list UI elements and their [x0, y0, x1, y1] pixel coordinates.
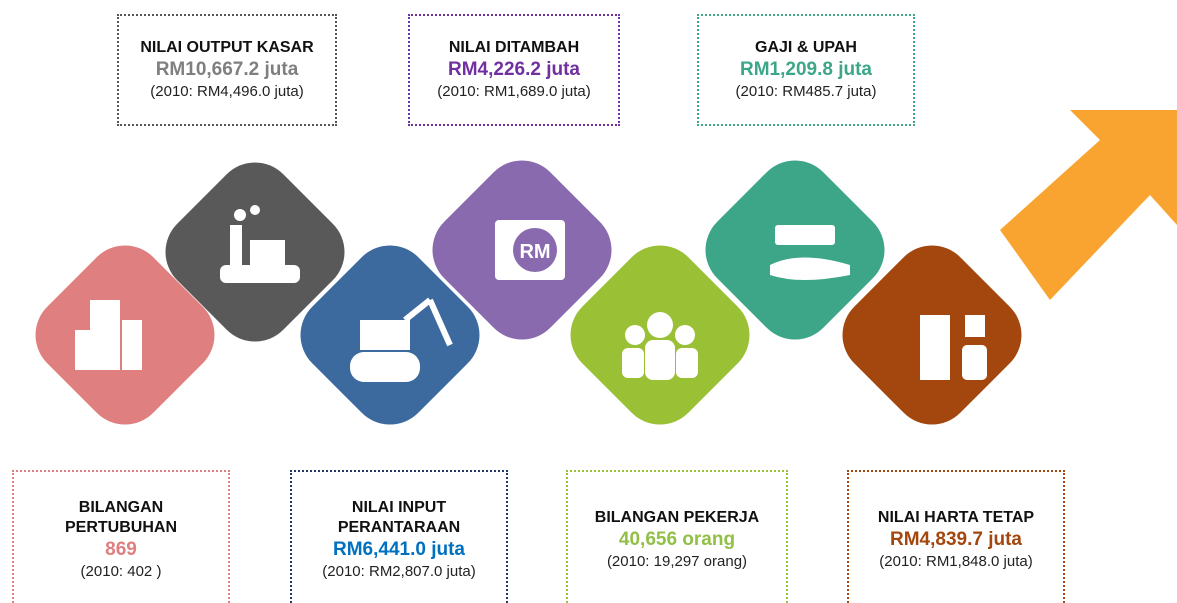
box-title: BILANGAN PERTUBUHAN	[65, 499, 177, 536]
box-value: RM4,226.2 juta	[448, 59, 580, 80]
box-comparison: (2010: RM2,807.0 juta)	[322, 563, 476, 580]
box-value: RM4,839.7 juta	[890, 529, 1022, 550]
bottom-box: NILAI HARTA TETAP RM4,839.7 juta (2010: …	[847, 470, 1065, 603]
shape-teal	[705, 160, 885, 340]
box-value: RM10,667.2 juta	[155, 59, 299, 80]
box-title: NILAI OUTPUT KASAR	[140, 39, 314, 56]
box-comparison: (2010: RM1,689.0 juta)	[437, 83, 591, 100]
box-value: RM1,209.8 juta	[740, 59, 872, 80]
box-comparison: (2010: RM485.7 juta)	[735, 83, 877, 100]
box-title: NILAI INPUT PERANTARAAN	[337, 499, 461, 536]
bottom-box: NILAI INPUT PERANTARAAN RM6,441.0 juta (…	[290, 470, 508, 603]
box-value: RM6,441.0 juta	[333, 539, 465, 560]
box-value: 869	[105, 539, 137, 560]
box-title: NILAI HARTA TETAP	[877, 509, 1035, 526]
box-value: 40,656 orang	[618, 529, 736, 550]
box-comparison: (2010: 19,297 orang)	[606, 553, 748, 570]
box-title: NILAI DITAMBAH	[448, 39, 580, 56]
box-title: GAJI & UPAH	[755, 39, 857, 56]
box-title: BILANGAN PEKERJA	[594, 509, 760, 526]
bottom-box: BILANGAN PERTUBUHAN 869 (2010: 402 )	[12, 470, 230, 603]
top-box: NILAI DITAMBAH RM4,226.2 juta (2010: RM1…	[408, 14, 620, 126]
top-box: NILAI OUTPUT KASAR RM10,667.2 juta (2010…	[117, 14, 337, 126]
rm-icon: RM	[519, 241, 550, 263]
bottom-box: BILANGAN PEKERJA 40,656 orang (2010: 19,…	[566, 470, 788, 603]
box-comparison: (2010: RM1,848.0 juta)	[879, 553, 1033, 570]
icons: RM	[75, 205, 987, 382]
top-box: GAJI & UPAH RM1,209.8 juta (2010: RM485.…	[697, 14, 915, 126]
arrow	[1000, 110, 1177, 300]
box-comparison: (2010: 402 )	[80, 563, 162, 580]
box-comparison: (2010: RM4,496.0 juta)	[150, 83, 304, 100]
